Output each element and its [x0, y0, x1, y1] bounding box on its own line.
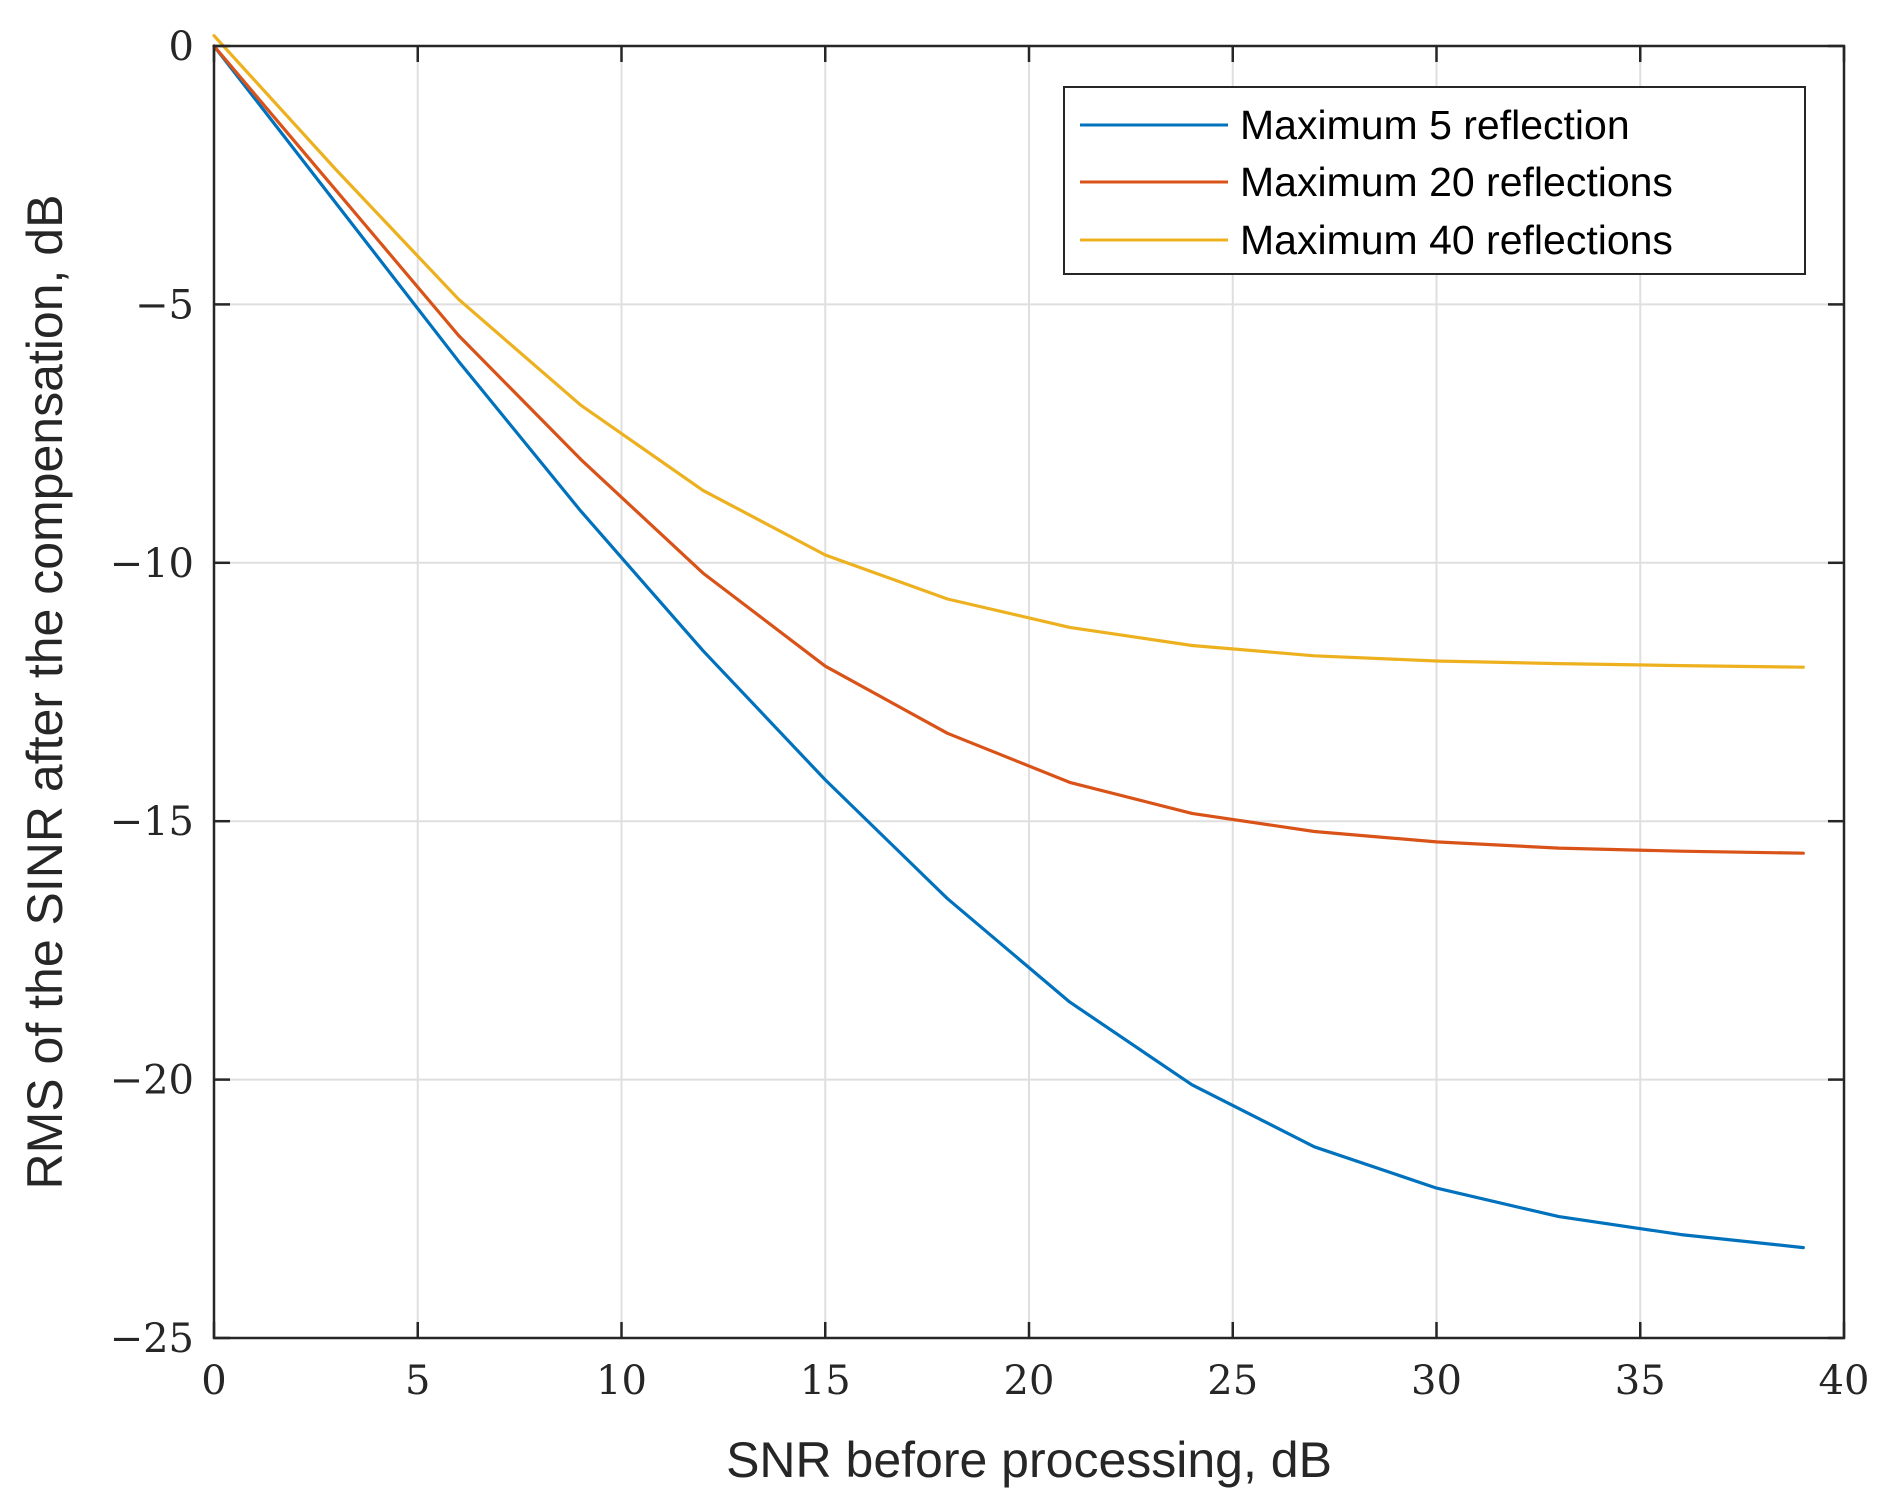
y-tick-label: −10 [110, 541, 194, 587]
x-axis-title: SNR before processing, dB [726, 1432, 1332, 1488]
y-tick-label: −20 [110, 1058, 194, 1104]
y-tick-label: −5 [135, 282, 194, 328]
x-tick-label: 35 [1615, 1358, 1666, 1404]
x-tick-label: 20 [1004, 1358, 1055, 1404]
y-tick-labels: 0 −5 −10 −15 −20 −25 [110, 24, 194, 1362]
legend-label-2: Maximum 40 reflections [1240, 217, 1673, 263]
axis-ticks [212, 44, 1846, 1340]
x-tick-label: 40 [1819, 1358, 1870, 1404]
legend-label-0: Maximum 5 reflection [1240, 102, 1630, 148]
y-tick-label: −15 [110, 799, 194, 845]
x-tick-labels: 0 5 10 15 20 25 30 35 40 [201, 1358, 1869, 1404]
y-tick-label: 0 [169, 24, 194, 70]
grid [214, 46, 1844, 1338]
y-axis-title: RMS of the SINR after the compensation, … [17, 195, 73, 1190]
series-lines [212, 34, 1805, 1250]
series-line-2 [212, 34, 1805, 669]
legend-label-1: Maximum 20 reflections [1240, 159, 1673, 205]
x-tick-label: 5 [405, 1358, 430, 1404]
x-tick-label: 10 [596, 1358, 647, 1404]
series-line-0 [212, 44, 1805, 1250]
series-line-1 [212, 44, 1805, 855]
x-tick-label: 30 [1411, 1358, 1462, 1404]
x-tick-label: 25 [1207, 1358, 1258, 1404]
x-tick-label: 0 [201, 1358, 226, 1404]
legend: Maximum 5 reflection Maximum 20 reflecti… [1063, 86, 1806, 275]
y-tick-label: −25 [110, 1316, 194, 1362]
x-tick-label: 15 [800, 1358, 851, 1404]
